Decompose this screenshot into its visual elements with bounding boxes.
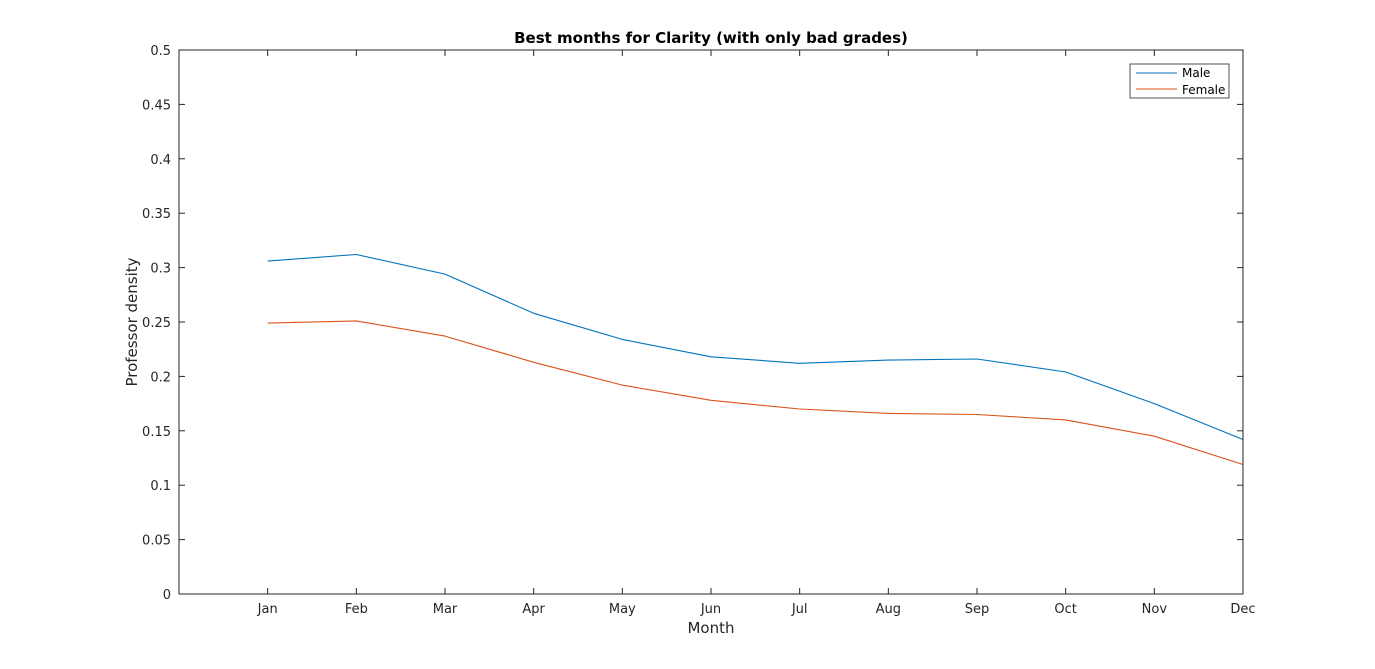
chart-title: Best months for Clarity (with only bad g… [514, 29, 908, 47]
x-tick-label: Jan [257, 602, 278, 617]
y-tick-labels: 0 0.05 0.1 0.15 0.2 0.25 0.3 0.35 0.4 0.45 0.5 [142, 44, 171, 603]
legend-box [1129, 63, 1230, 99]
y-tick-label: 0.1 [150, 479, 171, 494]
y-tick-label: 0.15 [142, 425, 171, 440]
x-tick-label: Oct [1054, 602, 1076, 617]
y-tick-label: 0.45 [142, 98, 171, 113]
y-tick-label: 0.05 [142, 534, 171, 549]
legend-label-male: Male [1182, 66, 1210, 80]
series-line-male [267, 253, 1244, 441]
y-tick-label: 0.3 [150, 262, 171, 277]
x-tick-label: May [609, 602, 636, 617]
x-tick-label: Jul [791, 602, 808, 617]
x-tick-label: Mar [433, 602, 458, 617]
x-tick-label: Jun [700, 602, 721, 617]
y-tick-label: 0.2 [150, 370, 171, 385]
y-tick-label: 0.35 [142, 207, 171, 222]
legend: Male Female [1129, 63, 1230, 99]
x-tick-label: Dec [1230, 602, 1255, 617]
x-tick-label: Aug [876, 602, 901, 617]
x-tick-labels: Jan Feb Mar Apr May Jun Jul Aug Sep Oct Nov Dec [257, 602, 1256, 617]
y-axis-title: Professor density [123, 257, 141, 386]
y-tick-label: 0.4 [150, 153, 171, 168]
plot-background [179, 50, 1243, 594]
plot-frame [178, 49, 1244, 595]
x-tick-label: Apr [522, 602, 545, 617]
y-tick-label: 0 [163, 588, 171, 603]
y-tick-label: 0.25 [142, 316, 171, 331]
series-line-female [267, 320, 1244, 466]
x-tick-label: Feb [345, 602, 368, 617]
y-tick-label: 0.5 [150, 44, 171, 59]
x-tick-label: Sep [965, 602, 990, 617]
legend-label-female: Female [1182, 83, 1225, 97]
x-axis-title: Month [687, 619, 734, 637]
x-tick-label: Nov [1142, 602, 1168, 617]
series-lines [267, 253, 1244, 466]
